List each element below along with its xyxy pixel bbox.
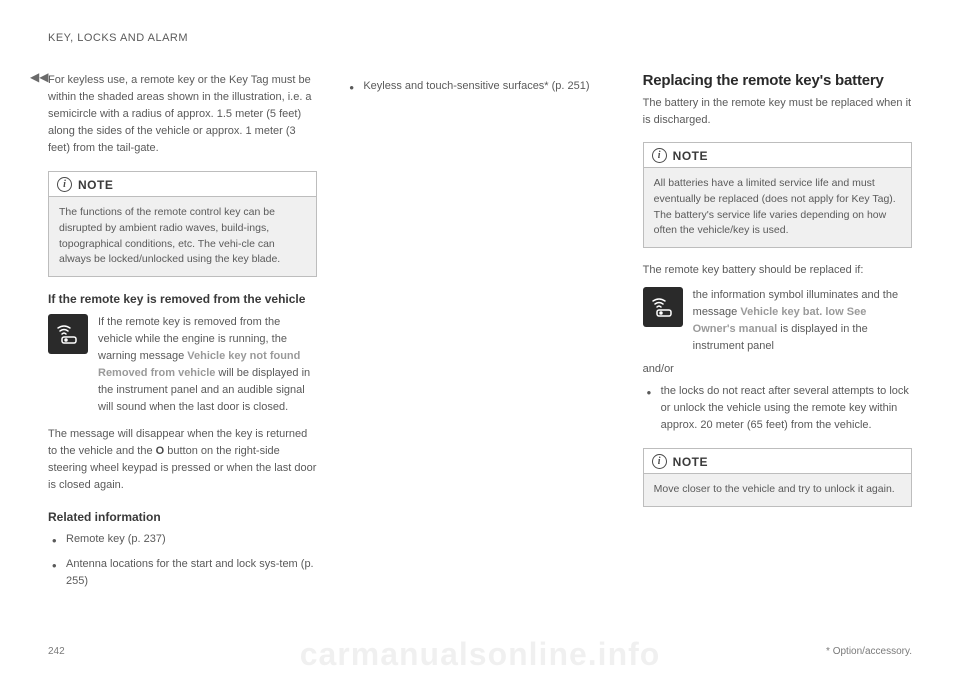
replace-lead: The remote key battery should be replace…	[643, 262, 912, 279]
col3-subtitle: The battery in the remote key must be re…	[643, 95, 912, 128]
continuation-marker: ◀◀	[30, 70, 48, 84]
col3-title: Replacing the remote key's battery	[643, 72, 912, 89]
subhead-removed: If the remote key is removed from the ve…	[48, 291, 317, 308]
intro-paragraph: For keyless use, a remote key or the Key…	[48, 72, 317, 157]
icon-text-2: the information symbol illuminates and t…	[693, 287, 912, 355]
note-body-2: All batteries have a limited service lif…	[644, 168, 911, 247]
column-layout: For keyless use, a remote key or the Key…	[48, 72, 912, 598]
note-label-2: NOTE	[673, 149, 708, 163]
icon-paragraph-block-2: the information symbol illuminates and t…	[643, 287, 912, 355]
col2-item: Keyless and touch-sensitive surfaces* (p…	[345, 78, 614, 95]
note-label-3: NOTE	[673, 455, 708, 469]
col2-list: Keyless and touch-sensitive surfaces* (p…	[345, 78, 614, 95]
note-body-3: Move closer to the vehicle and try to un…	[644, 474, 911, 506]
related-item-1: Remote key (p. 237)	[48, 531, 317, 548]
page-number: 242	[48, 646, 65, 657]
and-or-text: and/or	[643, 363, 912, 375]
key-signal-icon	[643, 287, 683, 327]
note-label: NOTE	[78, 178, 113, 192]
message-disappear-paragraph: The message will disappear when the key …	[48, 426, 317, 494]
option-accessory-note: * Option/accessory.	[826, 646, 912, 657]
column-2: Keyless and touch-sensitive surfaces* (p…	[345, 72, 614, 598]
column-3: Replacing the remote key's battery The b…	[643, 72, 912, 598]
related-item-2: Antenna locations for the start and lock…	[48, 556, 317, 590]
col3-bullet-list: the locks do not react after several att…	[643, 383, 912, 434]
page-root: KEY, LOCKS AND ALARM ◀◀ For keyless use,…	[0, 0, 960, 677]
note-header-3: i NOTE	[644, 449, 911, 474]
note-body: The functions of the remote control key …	[49, 197, 316, 276]
info-icon: i	[57, 177, 72, 192]
note-box-2: i NOTE All batteries have a limited serv…	[643, 142, 912, 248]
note-header: i NOTE	[49, 172, 316, 197]
icon-paragraph-block: If the remote key is removed from the ve…	[48, 314, 317, 416]
section-header: KEY, LOCKS AND ALARM	[48, 32, 912, 44]
info-icon: i	[652, 454, 667, 469]
related-info-list: Remote key (p. 237) Antenna locations fo…	[48, 531, 317, 590]
page-footer: 242 * Option/accessory.	[48, 646, 912, 657]
col3-bullet: the locks do not react after several att…	[643, 383, 912, 434]
o-button-label: O	[156, 445, 165, 457]
note-header-2: i NOTE	[644, 143, 911, 168]
key-signal-icon	[48, 314, 88, 354]
note-box-3: i NOTE Move closer to the vehicle and tr…	[643, 448, 912, 507]
column-1: For keyless use, a remote key or the Key…	[48, 72, 317, 598]
icon-text: If the remote key is removed from the ve…	[98, 314, 317, 416]
subhead-related: Related information	[48, 509, 317, 526]
note-box-1: i NOTE The functions of the remote contr…	[48, 171, 317, 277]
info-icon: i	[652, 148, 667, 163]
